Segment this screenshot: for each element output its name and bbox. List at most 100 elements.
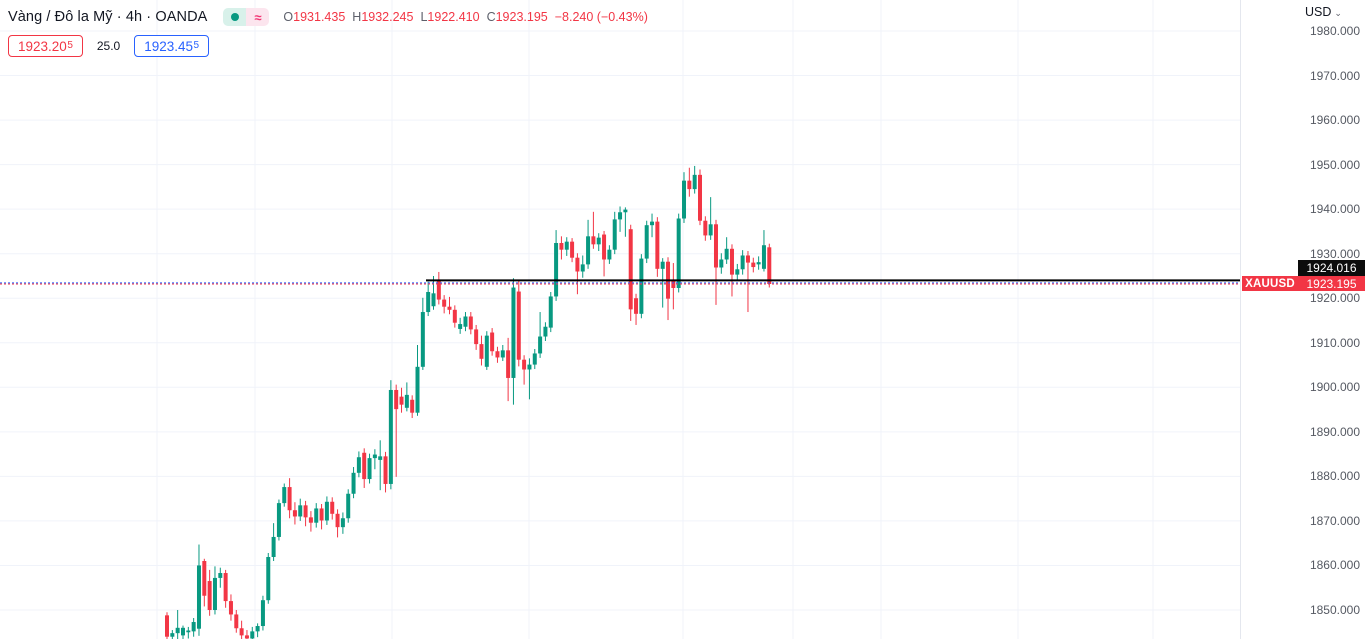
candle-body [745, 255, 750, 263]
candle-body [426, 291, 431, 313]
price-tick-label: 1920.000 [1309, 291, 1360, 306]
candle-body [378, 456, 383, 460]
candle-body [458, 324, 463, 329]
chevron-down-icon: ⌄ [1334, 7, 1342, 18]
candle-body [500, 350, 505, 358]
candle-body [495, 351, 500, 358]
candle-body [698, 174, 702, 221]
chart-pane[interactable]: Vàng / Đô la Mỹ · 4h · OANDA ≈ O1931.435… [0, 0, 1240, 639]
symbol-title[interactable]: Vàng / Đô la Mỹ · 4h · OANDA [8, 9, 208, 25]
candle-body [356, 457, 361, 473]
price-axis[interactable]: USD ⌄ 1924.016 1923.195 1980.000 1970.000 1… [1240, 0, 1366, 639]
candle-body [388, 389, 393, 484]
candle-body [484, 335, 489, 367]
candle-body [271, 536, 276, 557]
candle-body [202, 561, 207, 596]
candlestick-chart[interactable] [0, 0, 1240, 639]
candle-body [186, 630, 191, 633]
candle-body [644, 225, 649, 259]
candle-body [452, 309, 457, 323]
candle-body [570, 241, 575, 258]
candle-body [634, 298, 639, 314]
candle-body [548, 296, 553, 328]
candle-body [628, 229, 633, 310]
candle-body [260, 600, 265, 627]
candle-body [346, 493, 351, 519]
candle-body [431, 293, 436, 307]
price-tick-label: 1870.000 [1309, 513, 1360, 528]
candle-body [490, 332, 495, 352]
candle-body [596, 237, 601, 245]
symbol-tag: XAUUSD [1242, 276, 1298, 292]
candle-body [442, 299, 447, 307]
close-value: 1923.195 [495, 10, 548, 24]
candle-body [554, 243, 559, 297]
candle-body [687, 180, 692, 190]
candle-body [298, 505, 303, 517]
candle-body [228, 601, 233, 615]
high-value: 1932.245 [361, 10, 414, 24]
buy-ask-button[interactable]: 1923.45 5 [134, 35, 210, 57]
candle-body [330, 501, 335, 514]
candle-body [319, 508, 324, 521]
candle-body [324, 501, 329, 521]
candle-body [410, 399, 415, 413]
low-value: 1922.410 [427, 10, 480, 24]
price-tick-label: 1930.000 [1309, 246, 1360, 261]
change-value: −8.240 (−0.43%) [554, 10, 648, 24]
candle-body [367, 458, 372, 480]
delayed-data-icon: ≈ [246, 8, 270, 26]
candle-body [682, 180, 687, 219]
candle-body [383, 456, 388, 484]
open-label: O [283, 10, 294, 24]
market-status-pill[interactable]: ≈ [223, 8, 270, 26]
chart-legend: Vàng / Đô la Mỹ · 4h · OANDA ≈ O1931.435… [8, 6, 648, 57]
candle-body [180, 627, 185, 636]
price-tick-label: 1980.000 [1309, 24, 1360, 38]
close-label: C [486, 10, 496, 24]
current-price-label: 1923.195 [1298, 276, 1365, 292]
candle-body [639, 258, 644, 314]
candle-body [276, 503, 281, 537]
low-label: L [420, 10, 428, 24]
currency-selector[interactable]: USD ⌄ [1305, 5, 1342, 19]
candle-body [250, 631, 255, 639]
candle-body [703, 220, 708, 236]
price-tick-label: 1880.000 [1309, 469, 1360, 484]
candle-body [266, 556, 271, 601]
candle-body [447, 306, 452, 310]
sell-bid-button[interactable]: 1923.20 5 [8, 35, 83, 57]
market-open-icon [223, 8, 247, 26]
line-price-label: 1924.016 [1298, 259, 1365, 276]
candle-body [170, 633, 175, 637]
candle-body [756, 262, 761, 265]
candle-body [223, 573, 228, 602]
candle-body [735, 269, 740, 275]
candle-body [165, 615, 169, 637]
candle-body [527, 364, 532, 370]
candle-body [335, 513, 340, 528]
candle-body [719, 259, 724, 268]
candle-body [607, 249, 612, 260]
candle-body [463, 316, 468, 327]
candle-body [543, 326, 548, 337]
candle-body [602, 234, 607, 260]
candle-body [255, 626, 260, 632]
candle-body [612, 219, 617, 250]
spread-value: 25.0 [96, 39, 121, 53]
high-label: H [352, 10, 362, 24]
candle-body [175, 627, 180, 634]
candle-body [212, 577, 217, 610]
candle-body [351, 472, 356, 494]
candle-body [708, 224, 713, 236]
price-tick-label: 1900.000 [1309, 380, 1360, 395]
price-tick-label: 1910.000 [1309, 335, 1360, 350]
candle-body [516, 291, 521, 360]
candle-body [767, 247, 772, 284]
candle-body [292, 510, 297, 517]
candle-body [618, 212, 623, 220]
candle-body [362, 452, 367, 480]
price-tick-label: 1940.000 [1309, 202, 1360, 217]
price-tick-label: 1970.000 [1309, 68, 1360, 83]
candle-body [724, 248, 729, 260]
